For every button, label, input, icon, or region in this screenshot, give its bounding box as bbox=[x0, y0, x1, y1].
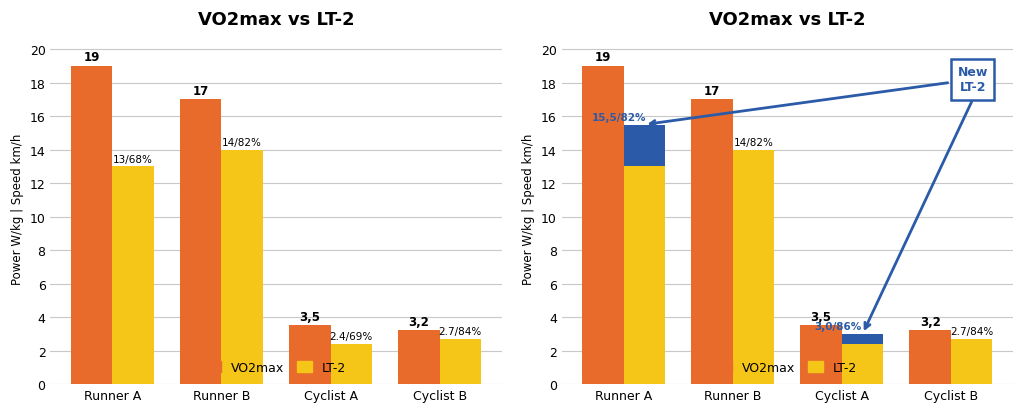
Bar bbox=[842, 344, 884, 384]
Text: New
LT-2: New LT-2 bbox=[650, 66, 988, 126]
Y-axis label: Power W/kg | Speed km/h: Power W/kg | Speed km/h bbox=[11, 133, 25, 284]
Text: 19: 19 bbox=[83, 51, 99, 64]
Title: VO2max vs LT-2: VO2max vs LT-2 bbox=[198, 11, 354, 29]
Text: 15,5/82%: 15,5/82% bbox=[592, 113, 647, 123]
Text: 2.4/69%: 2.4/69% bbox=[330, 332, 373, 342]
Legend: VO2max, LT-2: VO2max, LT-2 bbox=[714, 357, 861, 378]
Text: 3,2: 3,2 bbox=[409, 315, 429, 328]
Bar bbox=[801, 325, 842, 384]
Text: 17: 17 bbox=[703, 85, 720, 97]
Text: 19: 19 bbox=[595, 51, 611, 64]
Bar bbox=[180, 100, 221, 384]
Text: 3,0/86%: 3,0/86% bbox=[814, 321, 861, 332]
Bar bbox=[398, 331, 439, 384]
Bar bbox=[951, 339, 992, 384]
Bar bbox=[221, 150, 263, 384]
Text: 3,5: 3,5 bbox=[811, 310, 831, 323]
Bar bbox=[289, 325, 331, 384]
Y-axis label: Power W/kg | Speed km/h: Power W/kg | Speed km/h bbox=[522, 133, 536, 284]
Text: 13/68%: 13/68% bbox=[114, 154, 153, 164]
Bar bbox=[691, 100, 733, 384]
Legend: VO2max, LT-2: VO2max, LT-2 bbox=[203, 357, 350, 378]
Bar bbox=[583, 67, 624, 384]
Text: 3,5: 3,5 bbox=[299, 310, 321, 323]
Bar bbox=[842, 334, 884, 344]
Bar bbox=[71, 67, 113, 384]
Title: VO2max vs LT-2: VO2max vs LT-2 bbox=[709, 11, 865, 29]
Text: 17: 17 bbox=[193, 85, 209, 97]
Text: 3,2: 3,2 bbox=[920, 315, 941, 328]
Text: 2.7/84%: 2.7/84% bbox=[950, 327, 993, 337]
Bar bbox=[331, 344, 372, 384]
Text: 14/82%: 14/82% bbox=[733, 138, 773, 148]
Bar bbox=[909, 331, 951, 384]
Text: 2.7/84%: 2.7/84% bbox=[438, 327, 482, 337]
Text: 14/82%: 14/82% bbox=[222, 138, 262, 148]
Bar bbox=[113, 167, 154, 384]
Bar bbox=[733, 150, 774, 384]
Bar bbox=[624, 125, 666, 167]
Bar bbox=[439, 339, 481, 384]
Bar bbox=[624, 167, 666, 384]
